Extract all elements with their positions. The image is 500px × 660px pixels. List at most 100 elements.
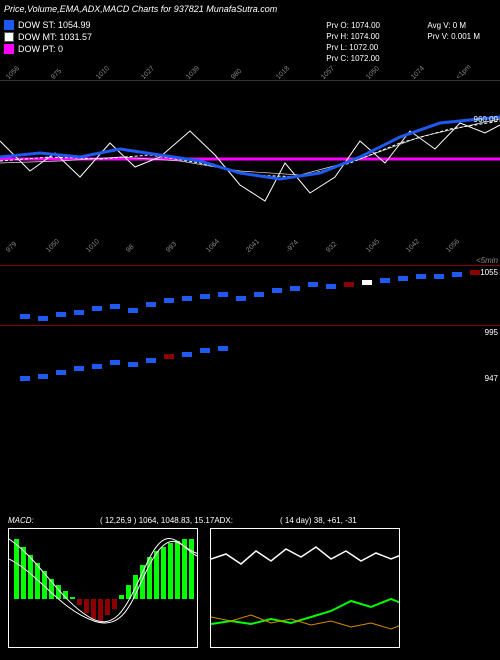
x-tick: 1057 xyxy=(320,65,336,81)
x-tick: 1010 xyxy=(85,238,101,254)
x-tick: 1027 xyxy=(140,65,156,81)
candle xyxy=(128,308,138,313)
x-tick: 1050 xyxy=(45,238,61,254)
chart-title: Price,Volume,EMA,ADX,MACD Charts for 937… xyxy=(4,4,277,14)
adx-values: ( 14 day) 38, +61, -31 xyxy=(280,516,357,525)
x-tick: 1018 xyxy=(275,65,291,81)
candle xyxy=(56,312,66,317)
x-tick: 98 xyxy=(125,244,135,254)
candle xyxy=(38,316,48,321)
avg-volume: Avg V: 0 M xyxy=(427,20,480,31)
candle xyxy=(362,280,372,285)
candle xyxy=(182,296,192,301)
macd-bar xyxy=(84,599,89,613)
candle xyxy=(416,274,426,279)
prev-open: Prv O: 1074.00 xyxy=(326,20,380,31)
candle xyxy=(56,370,66,375)
macd-bar xyxy=(98,599,103,621)
macd-bar xyxy=(119,595,124,599)
legend-item: DOW PT: 0 xyxy=(4,44,92,54)
candle xyxy=(218,292,228,297)
prev-close: Prv C: 1072.00 xyxy=(326,53,380,64)
adx-green-line xyxy=(211,599,400,624)
x-tick: 2041 xyxy=(245,238,261,254)
legend-swatch xyxy=(4,32,14,42)
x-tick: 932 xyxy=(325,241,338,254)
prev-volume: Prv V: 0.001 M xyxy=(427,31,480,42)
macd-bar xyxy=(189,539,194,599)
macd-values: ( 12,26,9 ) 1064, 1048.83, 15.17ADX: xyxy=(100,516,233,525)
x-tick: 993 xyxy=(165,241,178,254)
x-tick: 1056 xyxy=(445,238,461,254)
macd-bar xyxy=(28,555,33,599)
candle xyxy=(200,348,210,353)
candle xyxy=(218,346,228,351)
timeframe-label: <5min xyxy=(476,256,498,265)
candle xyxy=(236,296,246,301)
candle xyxy=(380,278,390,283)
x-tick: 1045 xyxy=(365,238,381,254)
x-tick: 1064 xyxy=(205,238,221,254)
macd-bar xyxy=(154,551,159,599)
candle xyxy=(20,376,30,381)
dow-jagged-line xyxy=(0,123,500,201)
candle-row-2: 995 947 xyxy=(0,325,500,385)
prev-high: Prv H: 1074.00 xyxy=(326,31,380,42)
macd-bar xyxy=(21,547,26,599)
x-tick: <1pm xyxy=(455,64,472,81)
x-tick: 1042 xyxy=(405,238,421,254)
macd-bar xyxy=(14,539,19,599)
legend-swatch xyxy=(4,44,14,54)
legend-swatch xyxy=(4,20,14,30)
candle xyxy=(308,282,318,287)
candle xyxy=(182,352,192,357)
legend-item: DOW ST: 1054.99 xyxy=(4,20,92,30)
candle xyxy=(74,310,84,315)
x-tick: 1056 xyxy=(5,65,21,81)
legend-label: DOW MT: 1031.57 xyxy=(18,32,92,42)
price-label: 947 xyxy=(485,374,498,383)
candle xyxy=(74,366,84,371)
candle xyxy=(272,288,282,293)
price-label: 995 xyxy=(485,328,498,337)
price-label: 1055 xyxy=(480,268,498,277)
adx-chart xyxy=(210,528,400,648)
candle xyxy=(164,298,174,303)
x-tick: 1074 xyxy=(410,65,426,81)
candle xyxy=(254,292,264,297)
macd-bar xyxy=(91,599,96,619)
macd-chart xyxy=(8,528,198,648)
x-tick: 979 xyxy=(5,241,18,254)
macd-bar xyxy=(168,543,173,599)
blank-area xyxy=(0,385,500,515)
candle xyxy=(20,314,30,319)
y-axis-value: 960.00 xyxy=(474,115,498,124)
macd-bar xyxy=(147,557,152,599)
avg-values: Avg V: 0 M Prv V: 0.001 M xyxy=(427,20,480,42)
main-price-chart: 960.00 xyxy=(0,80,500,220)
candle xyxy=(344,282,354,287)
candle xyxy=(164,354,174,359)
candle xyxy=(128,362,138,367)
candle xyxy=(38,374,48,379)
prev-values: Prv O: 1074.00 Prv H: 1074.00 Prv L: 107… xyxy=(326,20,380,64)
legend-label: DOW ST: 1054.99 xyxy=(18,20,91,30)
candle xyxy=(470,270,480,275)
candle xyxy=(398,276,408,281)
macd-bar xyxy=(105,599,110,615)
candle xyxy=(326,284,336,289)
candle-row-1: <5min 1055 xyxy=(0,265,500,325)
macd-bar xyxy=(70,597,75,599)
candle xyxy=(110,360,120,365)
dow-st-line xyxy=(0,117,500,179)
macd-bar xyxy=(77,599,82,605)
macd-bar xyxy=(112,599,117,609)
adx-svg xyxy=(211,529,400,648)
legend-label: DOW PT: 0 xyxy=(18,44,63,54)
prev-low: Prv L: 1072.00 xyxy=(326,42,380,53)
candle xyxy=(200,294,210,299)
candle xyxy=(290,286,300,291)
candle xyxy=(452,272,462,277)
macd-label: MACD: xyxy=(8,516,34,525)
x-tick: 1039 xyxy=(185,65,201,81)
